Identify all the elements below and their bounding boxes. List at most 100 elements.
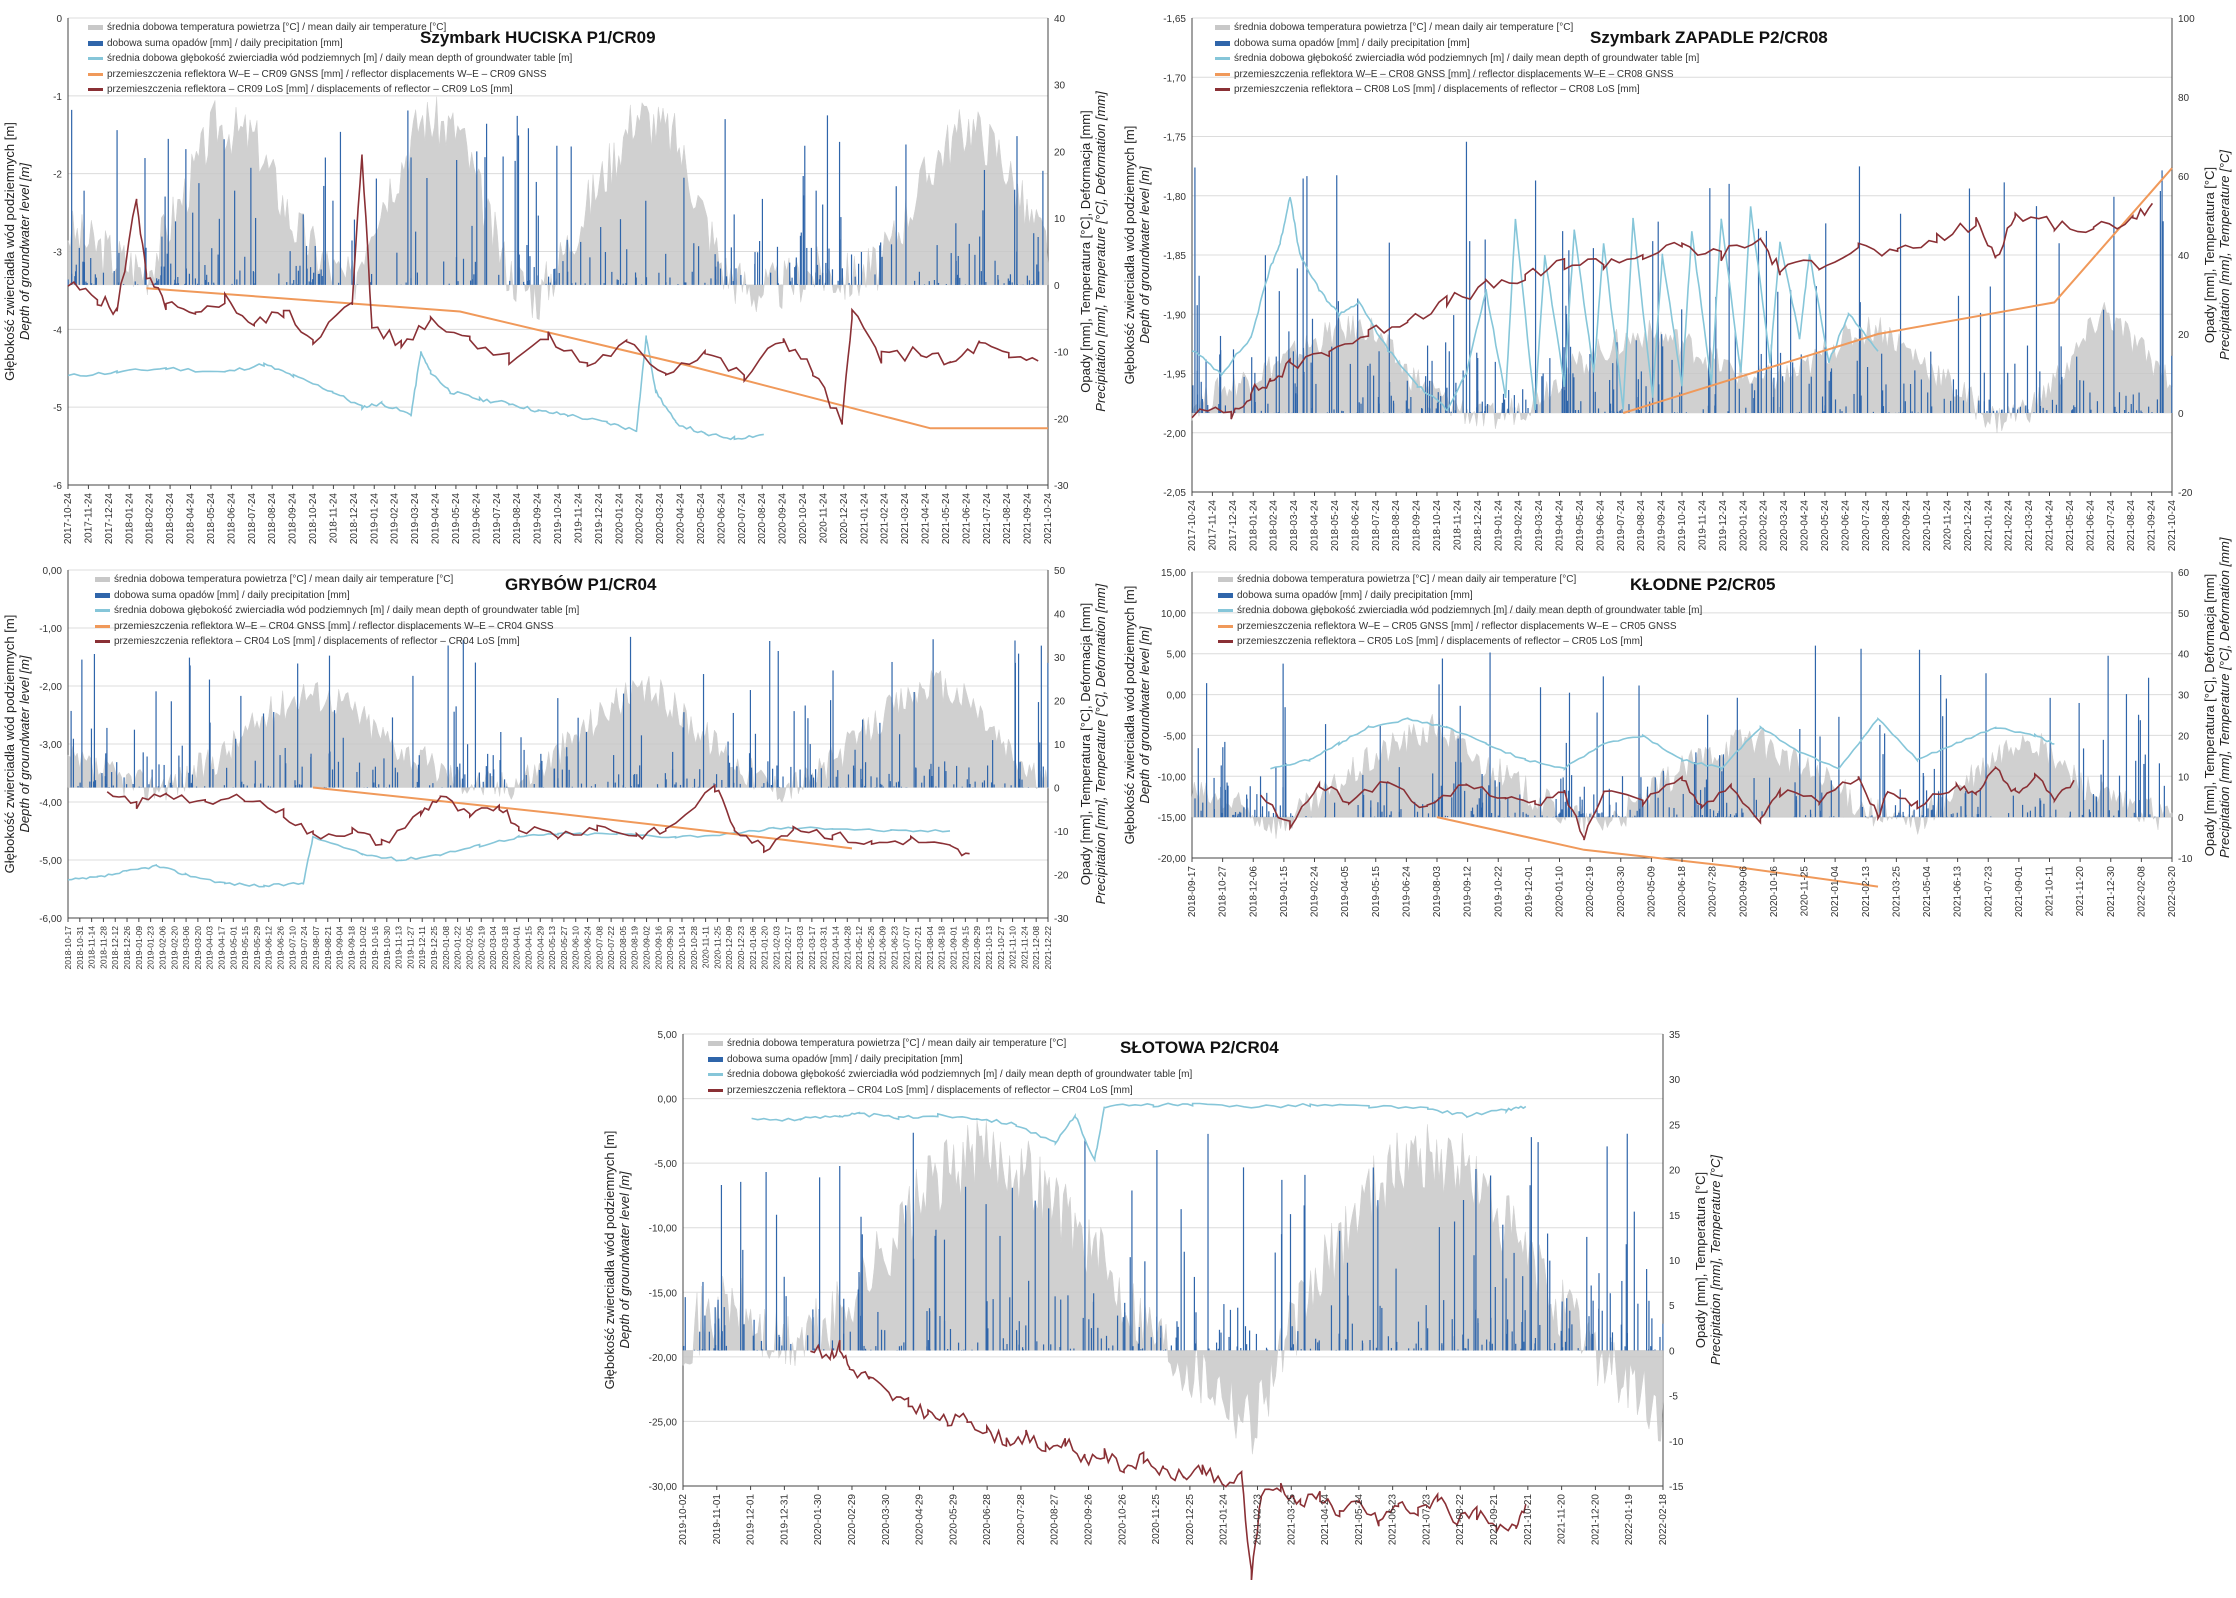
x-tick-label: 2020-10-16: [1769, 866, 1780, 918]
x-tick-label: 2019-12-01: [1524, 866, 1535, 918]
series-temperature: [67, 670, 1049, 804]
y-left-label: Głębokość zwierciadła wód podziemnych [m…: [1122, 585, 1152, 845]
x-tick-label: 2021-06-24: [961, 493, 972, 545]
y-left-tick-label: -1: [53, 92, 62, 103]
x-tick-label: 2020-06-28: [982, 1494, 993, 1546]
x-tick-label: 2021-01-06: [748, 926, 758, 970]
legend-label: przemieszczenia reflektora – CR08 LoS [m…: [1234, 84, 1640, 95]
x-tick-label: 2020-07-28: [1708, 866, 1719, 918]
chart-panel: -1,65 -1,70 -1,75 -1,80 -1,85 -1,90 -1,95 -2,00…: [1120, 0, 2236, 555]
legend-item: przemieszczenia reflektora W–E – CR08 GN…: [1215, 67, 1699, 83]
x-tick-label: 2021-05-24: [2065, 500, 2076, 552]
series-gnss: [312, 786, 853, 850]
x-tick-label: 2021-01-24: [1983, 500, 1994, 552]
y-right-tick-label: 20: [2178, 330, 2190, 341]
x-tick-label: 2020-12-25: [1185, 1494, 1196, 1546]
x-tick-label: 2021-09-29: [972, 926, 982, 970]
y-left-tick-label: -3,00: [39, 740, 62, 751]
x-tick-label: 2018-04-24: [1310, 500, 1321, 552]
y-left-tick-label: -1,85: [1163, 251, 1186, 262]
chart-panel: 0,00 -1,00 -2,00 -3,00 -4,00 -5,00 -6,00 50 40 30…: [0, 560, 1110, 980]
x-tick-label: 2021-05-24: [1354, 1494, 1365, 1546]
chart-title: Szymbark ZAPADLE P2/CR08: [1590, 28, 1828, 47]
legend-label: przemieszczenia reflektora W–E – CR05 GN…: [1237, 620, 1677, 632]
x-tick-label: 2019-09-12: [1463, 866, 1474, 918]
series-precipitation: [1192, 141, 2173, 413]
x-tick-label: 2020-11-25: [1151, 1494, 1162, 1545]
chart-title: KŁODNE P2/CR05: [1630, 575, 1776, 594]
x-tick-label: 2020-09-16: [653, 926, 663, 970]
x-tick-label: 2018-03-24: [165, 493, 176, 545]
x-tick-label: 2018-12-12: [110, 926, 120, 970]
y-right-tick-label: 15: [1669, 1211, 1681, 1222]
x-tick-label: 2020-01-24: [1738, 500, 1749, 552]
y-left-tick-label: -6,00: [39, 914, 62, 925]
legend-swatch-los: [95, 640, 110, 644]
x-tick-label: 2018-02-24: [1269, 500, 1280, 552]
x-tick-label: 2020-11-11: [701, 926, 711, 968]
y-left-tick-label: -3: [53, 248, 62, 259]
legend: średnia dobowa temperatura powietrza [°C…: [1215, 20, 1699, 98]
x-tick-label: 2019-12-01: [746, 1494, 757, 1546]
legend-swatch-los: [708, 1088, 723, 1092]
x-tick-label: 2021-11-10: [1008, 926, 1018, 969]
y-left-tick-label: -5,00: [39, 856, 62, 867]
x-tick-label: 2021-03-24: [2024, 500, 2035, 552]
legend-item: dobowa suma opadów [mm] / daily precipit…: [1215, 36, 1699, 52]
legend-label: dobowa suma opadów [mm] / daily precipit…: [727, 1053, 963, 1065]
y-right-tick-label: 30: [2178, 691, 2190, 702]
y-right-tick-label: -20: [1054, 414, 1069, 425]
legend-label: średnia dobowa temperatura powietrza [°C…: [1237, 574, 1577, 585]
x-tick-label: 2021-09-01: [949, 926, 959, 970]
legend-item: średnia dobowa temperatura powietrza [°C…: [95, 572, 579, 588]
y-left-tick-label: -5,00: [654, 1159, 677, 1170]
x-tick-label: 2020-04-29: [535, 926, 545, 970]
x-tick-label: 2019-12-31: [779, 1494, 790, 1546]
x-tick-label: 2018-07-24: [247, 493, 258, 545]
chart-svg: 15,00 10,00 5,00 0,00 -5,00 -10,00 -15,00 -20,0…: [1158, 568, 2193, 918]
y-right-tick-label: 10: [1054, 214, 1066, 225]
series-groundwater: [1191, 196, 1879, 412]
series-los: [810, 1339, 1527, 1580]
y-left-tick-label: -5: [53, 403, 62, 414]
y-right-tick-label: -10: [1054, 827, 1069, 838]
chart-svg: 0,00 -1,00 -2,00 -3,00 -4,00 -5,00 -6,00 50 40 30…: [39, 566, 1069, 970]
series-los: [106, 783, 970, 857]
y-right-tick-label: 60: [2178, 568, 2190, 579]
x-tick-label: 2019-02-06: [157, 926, 167, 970]
x-tick-label: 2019-01-24: [369, 493, 380, 545]
x-tick-label: 2021-10-24: [2167, 500, 2178, 552]
x-tick-label: 2019-04-17: [216, 926, 226, 970]
x-tick-label: 2018-11-24: [328, 493, 339, 544]
x-tick-label: 2018-11-28: [98, 926, 108, 969]
x-tick-label: 2019-10-30: [382, 926, 392, 970]
x-tick-label: 2021-02-13: [1861, 866, 1872, 918]
legend-label: średnia dobowa głębokość zwierciadła wód…: [727, 1069, 1193, 1080]
x-tick-label: 2017-11-24: [83, 493, 94, 544]
legend-label: przemieszczenia reflektora – CR04 LoS [m…: [114, 636, 520, 647]
y-right-tick-label: 30: [1054, 653, 1066, 664]
chart-title: SŁOTOWA P2/CR04: [1120, 1038, 1279, 1057]
legend-label: przemieszczenia reflektora W–E – CR04 GN…: [114, 620, 554, 632]
legend-label: średnia dobowa głębokość zwierciadła wód…: [1237, 605, 1703, 616]
chart-panel: 5,00 0,00 -5,00 -10,00 -15,00 -20,00 -25,00 -30…: [600, 1020, 1723, 1580]
legend-item: przemieszczenia reflektora W–E – CR04 GN…: [95, 619, 579, 635]
y-right-label: Opady [mm], Temperatura [°C], Deformacja…: [1078, 91, 1108, 412]
x-tick-label: 2018-09-24: [288, 493, 299, 545]
y-left-tick-label: -1,95: [1163, 370, 1186, 381]
x-tick-label: 2021-06-24: [2085, 500, 2096, 552]
x-tick-label: 2021-10-27: [996, 926, 1006, 970]
x-tick-label: 2020-02-05: [464, 926, 474, 970]
x-tick-label: 2020-07-28: [1016, 1494, 1027, 1546]
y-left-tick-label: -20,00: [649, 1353, 678, 1364]
x-tick-label: 2020-12-09: [724, 926, 734, 970]
x-tick-label: 2018-07-24: [1371, 500, 1382, 552]
x-tick-label: 2020-10-14: [677, 926, 687, 970]
x-tick-label: 2018-03-24: [1289, 500, 1300, 552]
x-tick-label: 2020-08-27: [1050, 1494, 1061, 1546]
x-tick-label: 2020-02-19: [476, 926, 486, 970]
x-tick-label: 2020-10-24: [798, 493, 809, 545]
legend-label: przemieszczenia reflektora – CR04 LoS [m…: [727, 1084, 1133, 1096]
x-tick-label: 2020-04-24: [1800, 500, 1811, 552]
legend-swatch-precipitation: [95, 592, 110, 598]
